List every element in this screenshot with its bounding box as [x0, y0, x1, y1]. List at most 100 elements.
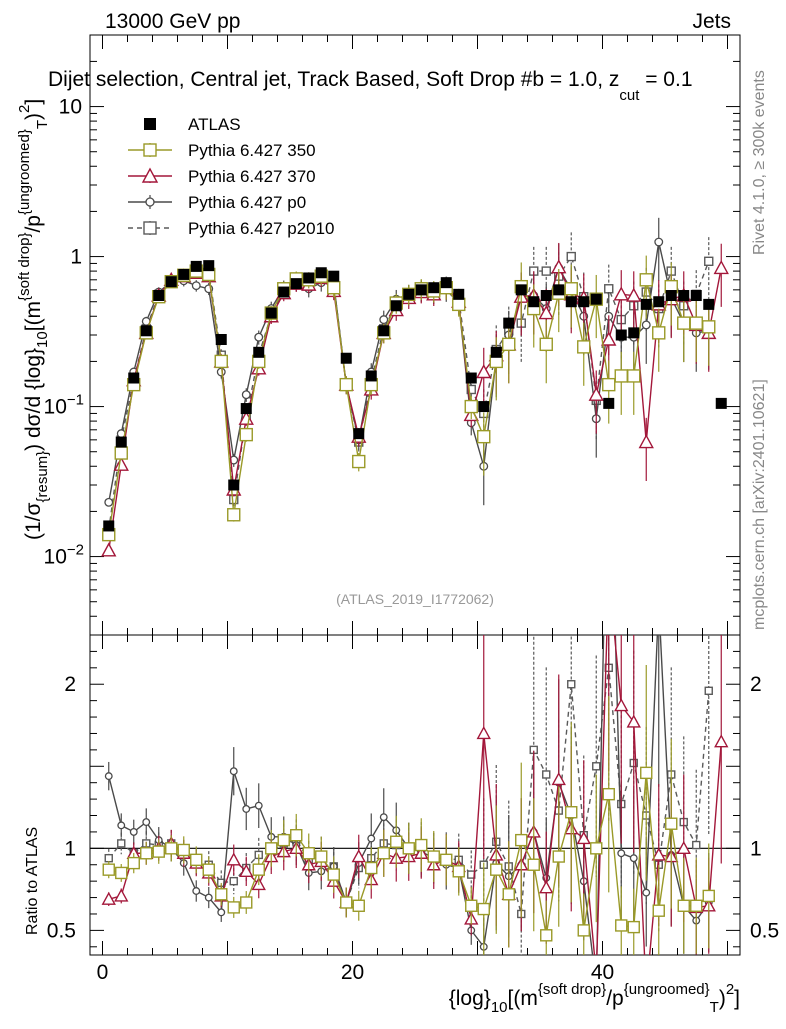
py370-point	[538, 305, 554, 320]
py350-ratio-point	[390, 835, 403, 848]
ratio-tick-label-left: 0.5	[47, 919, 76, 942]
ylabel-sub: {resum}	[34, 451, 51, 503]
pyp0-point	[654, 237, 664, 247]
atlas-point	[353, 428, 365, 440]
py350-ratio-point	[190, 853, 203, 867]
atlas-point	[590, 293, 602, 305]
pyp2010-ratio-point	[117, 839, 126, 848]
atlas-point	[203, 260, 215, 272]
atlas-point	[290, 278, 302, 290]
py350-ratio-point	[615, 919, 628, 932]
py370-point	[476, 364, 492, 379]
atlas-point	[390, 300, 402, 312]
py350-ratio-point	[327, 868, 340, 881]
pyp2010-ratio-point	[104, 853, 113, 863]
ylabel-part: ) dσ/d {log}	[22, 348, 45, 451]
py370-ratio-point	[714, 734, 729, 748]
plot-title-tail: = 0.1	[639, 68, 692, 91]
atlas-point	[703, 298, 715, 310]
atlas-point	[503, 317, 515, 329]
atlas-point	[553, 284, 565, 296]
atlas-point	[315, 267, 327, 279]
ratio-tick-label-right: 1	[750, 837, 762, 860]
py350-point	[352, 454, 366, 469]
py370-point	[638, 434, 654, 449]
ylabel-sup: {soft drop}	[16, 233, 33, 301]
mcplots-label: mcplots.cern.ch [arXiv:2401.10621]	[751, 379, 768, 630]
atlas-point	[253, 346, 265, 358]
pyp2010-point	[704, 256, 714, 266]
py350-point	[577, 340, 591, 354]
atlas-point	[515, 284, 527, 296]
pyp0-ratio-point	[142, 818, 151, 827]
py370-ratio-point	[239, 863, 254, 878]
py350-point	[564, 282, 578, 296]
py350-ratio-point	[165, 842, 178, 855]
py370-point	[613, 286, 629, 301]
py350-ratio-point	[252, 863, 265, 876]
y-tick-label: 10	[59, 96, 82, 119]
py350-ratio-point	[490, 863, 503, 876]
py350-ratio-point	[140, 847, 153, 860]
py370-ratio-point	[651, 847, 666, 861]
pyp2010-ratio-point	[704, 686, 713, 695]
x-axis-label: {log}10[(m{soft drop}/p{ungroomed}T)2]	[449, 981, 740, 1016]
xlabel-part: )	[719, 987, 726, 1010]
ratio-data-layer	[101, 635, 729, 955]
py350-ratio-point	[177, 843, 190, 857]
pyp0-ratio-point	[254, 801, 263, 810]
y-tick-label: 10−1	[44, 392, 84, 419]
py350-ratio-point	[452, 865, 465, 878]
rivet-label: Rivet 4.1.0, ≥ 300k events	[751, 70, 768, 255]
py370-ratio-point	[226, 852, 241, 866]
py370-ratio-point	[351, 849, 366, 863]
py370-ratio-point	[114, 888, 129, 902]
py350-point	[689, 316, 703, 330]
py350-point	[452, 297, 466, 312]
py350-ratio-point	[677, 899, 690, 912]
py350-ratio-point	[227, 901, 240, 914]
py350-ratio-point	[302, 847, 315, 860]
atlas-point	[378, 325, 390, 337]
py350-point	[327, 281, 341, 295]
ratio-tick-label-left: 1	[64, 837, 76, 860]
py350-point	[239, 427, 253, 442]
xlabel-part: {log}	[449, 987, 491, 1010]
atlas-point	[528, 296, 540, 308]
atlas-point	[165, 276, 177, 288]
xlabel-sub: 10	[491, 999, 508, 1016]
atlas-point	[303, 272, 315, 284]
atlas-point	[565, 296, 577, 308]
py350-point	[114, 446, 128, 460]
ratio-y-axis-label: Ratio to ATLAS	[24, 827, 41, 935]
y-tick-base: 10	[44, 546, 67, 569]
atlas-point	[465, 372, 477, 384]
atlas-point	[540, 290, 552, 302]
atlas-point	[128, 372, 140, 384]
x-tick-label: 40	[591, 961, 614, 984]
py370-ratio-point	[626, 714, 641, 728]
ylabel-sub: T	[34, 120, 51, 129]
py350-point	[339, 377, 353, 392]
pyp2010-ratio-point	[692, 840, 701, 850]
py350-ratio-point	[427, 850, 440, 863]
pyp0-ratio-point	[617, 849, 626, 858]
pyp0-ratio-point	[379, 813, 388, 822]
atlas-point	[653, 296, 665, 308]
py350-ratio-point	[540, 929, 553, 942]
py350-ratio-point	[440, 853, 453, 867]
atlas-point	[453, 288, 465, 300]
py350-ratio-point	[665, 817, 678, 830]
pyp0-ratio-point	[642, 888, 651, 897]
py370-ratio-point	[476, 725, 491, 740]
x-tick-label: 20	[341, 961, 364, 984]
pyp2010-ratio-point	[592, 762, 601, 771]
atlas-point	[490, 346, 502, 358]
py350-ratio-point	[415, 838, 428, 852]
pyp2010-point	[604, 284, 614, 294]
py370-point	[101, 542, 117, 557]
xlabel-sub: T	[710, 999, 719, 1016]
atlas-point	[278, 286, 290, 298]
atlas-point	[178, 268, 190, 280]
